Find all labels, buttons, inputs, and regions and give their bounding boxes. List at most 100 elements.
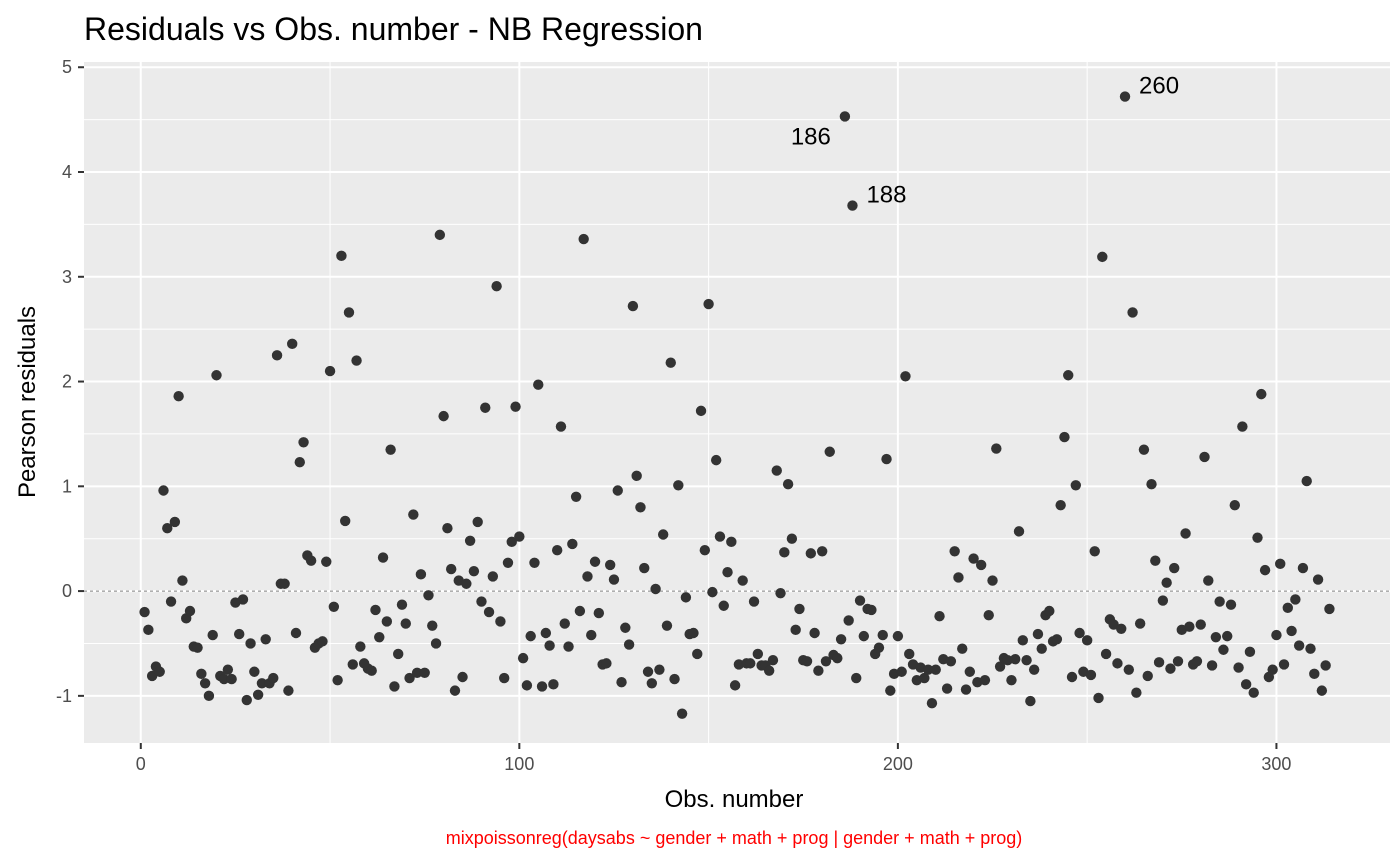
y-axis-title: Pearson residuals (14, 306, 41, 498)
data-point (1025, 695, 1036, 707)
data-point (457, 671, 468, 683)
data-point (1131, 687, 1142, 698)
data-point (290, 627, 302, 639)
data-point (381, 616, 393, 627)
data-point (608, 574, 620, 585)
data-point (199, 678, 211, 689)
data-point (1305, 643, 1316, 654)
model-caption: mixpoissonreg(daysabs ~ gender + math + … (446, 828, 1023, 848)
data-point (146, 670, 158, 682)
data-point (1309, 668, 1320, 680)
data-point (729, 680, 741, 691)
data-point (1146, 479, 1157, 490)
data-point (703, 298, 714, 310)
data-point (1089, 546, 1100, 557)
data-point (1222, 630, 1233, 642)
data-point (1275, 558, 1286, 570)
data-point (536, 681, 548, 692)
data-point (143, 624, 154, 636)
data-point (385, 444, 396, 455)
point-label-186: 186 (791, 123, 831, 150)
x-tick-label: 100 (504, 754, 534, 774)
data-point (434, 229, 446, 241)
data-point (1184, 621, 1195, 632)
data-point (502, 557, 514, 568)
point-label-188: 188 (866, 182, 906, 209)
data-point (835, 634, 847, 645)
data-point (1286, 625, 1297, 637)
data-point (510, 401, 521, 412)
data-point (283, 685, 294, 696)
data-point (1237, 421, 1248, 432)
data-point (1157, 595, 1169, 606)
data-point (661, 620, 673, 631)
data-point (249, 666, 260, 677)
data-point (533, 379, 544, 390)
data-point (1055, 499, 1066, 511)
data-point (843, 615, 854, 626)
data-point (1097, 251, 1108, 263)
data-point (790, 624, 801, 636)
data-point (604, 559, 616, 571)
data-point (1244, 646, 1256, 658)
data-point (771, 465, 782, 476)
data-point (408, 509, 419, 520)
data-point (529, 557, 540, 568)
data-point (669, 673, 680, 685)
data-point (805, 548, 817, 559)
data-point (957, 643, 968, 654)
data-point (245, 638, 256, 649)
data-point (832, 652, 843, 664)
data-point (1293, 640, 1305, 651)
data-point (321, 556, 332, 567)
data-point (559, 618, 570, 629)
data-point (680, 592, 692, 603)
data-point (1100, 648, 1112, 660)
y-tick-label: 1 (62, 476, 72, 496)
data-point (919, 672, 930, 684)
data-point (173, 391, 184, 402)
data-point (1028, 664, 1040, 675)
data-point (673, 480, 684, 491)
data-point (415, 569, 427, 580)
data-point (714, 531, 726, 542)
data-point (733, 659, 745, 670)
data-point (900, 371, 911, 382)
data-point (256, 678, 268, 689)
x-tick-label: 200 (883, 754, 913, 774)
data-point (563, 641, 574, 652)
data-point (1312, 574, 1324, 585)
data-point (873, 642, 885, 653)
data-point (635, 502, 646, 513)
data-point (165, 596, 177, 607)
chart-title: Residuals vs Obs. number - NB Regression (84, 11, 703, 47)
data-point (476, 596, 487, 607)
data-point (169, 516, 181, 528)
x-axis-title: Obs. number (665, 786, 804, 813)
data-point (616, 677, 627, 688)
data-point (1063, 370, 1074, 381)
data-point (324, 365, 336, 377)
data-point (775, 587, 786, 599)
data-point (1214, 596, 1225, 607)
data-point (196, 668, 207, 680)
data-point (1002, 655, 1013, 666)
data-point (657, 529, 669, 540)
data-point (1006, 674, 1017, 686)
data-point (767, 655, 779, 666)
data-point (355, 641, 366, 652)
major-gridlines (84, 62, 1390, 743)
data-point (748, 596, 760, 607)
data-point (1010, 653, 1021, 665)
data-point (1324, 603, 1335, 615)
data-point (1017, 635, 1029, 646)
data-point (343, 307, 355, 318)
data-point (551, 545, 563, 556)
data-point (1127, 307, 1138, 318)
data-point (688, 627, 699, 639)
y-tick-label: 5 (62, 57, 72, 77)
data-point (847, 200, 858, 211)
point-label-260: 260 (1139, 73, 1179, 100)
data-point (374, 631, 385, 643)
data-point (896, 666, 907, 677)
